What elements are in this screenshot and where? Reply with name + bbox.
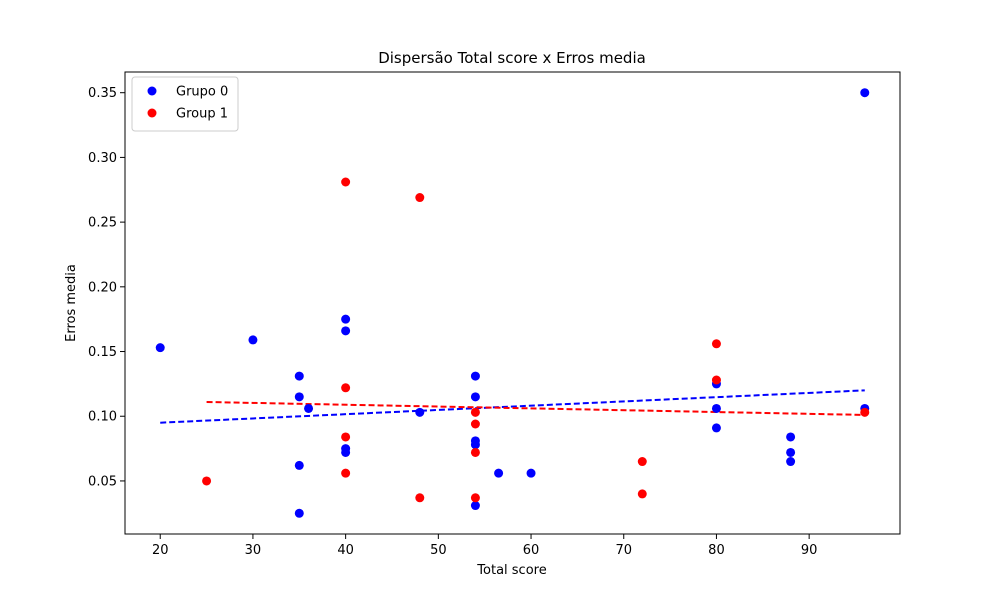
y-tick-label: 0.15: [88, 345, 117, 360]
data-point-series-0: [341, 326, 351, 336]
plot-area: [155, 88, 870, 518]
legend-label: Grupo 0: [176, 85, 228, 100]
data-point-series-1: [341, 468, 351, 478]
x-tick-label: 40: [337, 543, 354, 558]
y-tick-label: 0.10: [88, 410, 117, 425]
y-tick-label: 0.35: [88, 86, 117, 101]
data-point-series-1: [711, 339, 721, 349]
data-point-series-1: [637, 489, 647, 499]
x-tick-label: 30: [245, 543, 262, 558]
data-point-series-0: [341, 314, 351, 324]
data-point-series-0: [526, 468, 536, 478]
y-tick-label: 0.25: [88, 216, 117, 231]
data-point-series-0: [786, 432, 796, 442]
trend-line-series-0: [160, 389, 865, 424]
data-point-series-0: [470, 440, 480, 450]
data-point-series-0: [304, 403, 314, 413]
x-tick-label: 80: [708, 543, 725, 558]
chart-title: Dispersão Total score x Erros media: [378, 49, 646, 67]
legend-frame: [131, 76, 239, 132]
x-axis-label: Total score: [476, 563, 546, 578]
data-point-series-0: [294, 392, 304, 402]
x-axis: 20 30 40 50 60 70 80 90: [152, 534, 817, 558]
data-point-series-1: [415, 193, 425, 203]
data-point-series-1: [470, 407, 480, 417]
data-point-series-1: [341, 383, 351, 393]
data-point-series-0: [711, 403, 721, 413]
x-tick-label: 60: [523, 543, 540, 558]
y-axis: 0.05 0.10 0.15 0.20 0.25 0.30 0.35: [88, 86, 125, 489]
data-point-series-1: [470, 447, 480, 457]
data-point-series-0: [294, 460, 304, 470]
data-point-series-0: [341, 447, 351, 457]
data-point-series-1: [637, 457, 647, 467]
data-point-series-0: [470, 392, 480, 402]
data-point-series-1: [415, 493, 425, 503]
data-point-series-0: [786, 457, 796, 467]
legend-label: Group 1: [176, 107, 228, 122]
data-point-series-0: [860, 88, 870, 98]
data-point-series-0: [415, 407, 425, 417]
data-point-series-1: [711, 375, 721, 385]
y-tick-label: 0.30: [88, 151, 117, 166]
x-tick-label: 50: [430, 543, 447, 558]
y-axis-label: Erros media: [64, 264, 79, 342]
x-tick-label: 90: [801, 543, 818, 558]
y-tick-label: 0.20: [88, 280, 117, 295]
data-point-series-0: [470, 501, 480, 511]
data-point-series-1: [470, 493, 480, 503]
data-point-series-0: [786, 447, 796, 457]
data-point-series-0: [470, 371, 480, 381]
data-point-series-0: [155, 343, 165, 353]
data-point-series-1: [470, 419, 480, 429]
y-tick-label: 0.05: [88, 474, 117, 489]
legend-marker: [147, 86, 157, 96]
x-tick-label: 70: [615, 543, 632, 558]
data-point-series-1: [341, 177, 351, 187]
legend: Grupo 0 Group 1: [131, 76, 239, 132]
data-point-series-0: [294, 371, 304, 381]
x-tick-label: 20: [152, 543, 169, 558]
legend-marker: [147, 108, 157, 118]
trend-line-series-1: [206, 401, 865, 416]
data-point-series-0: [248, 335, 258, 345]
data-point-series-0: [294, 508, 304, 518]
data-point-series-0: [494, 468, 504, 478]
data-point-series-1: [860, 407, 870, 417]
data-point-series-1: [341, 432, 351, 442]
plot-frame: [124, 71, 901, 535]
data-point-series-1: [202, 476, 212, 486]
data-point-series-0: [711, 423, 721, 433]
